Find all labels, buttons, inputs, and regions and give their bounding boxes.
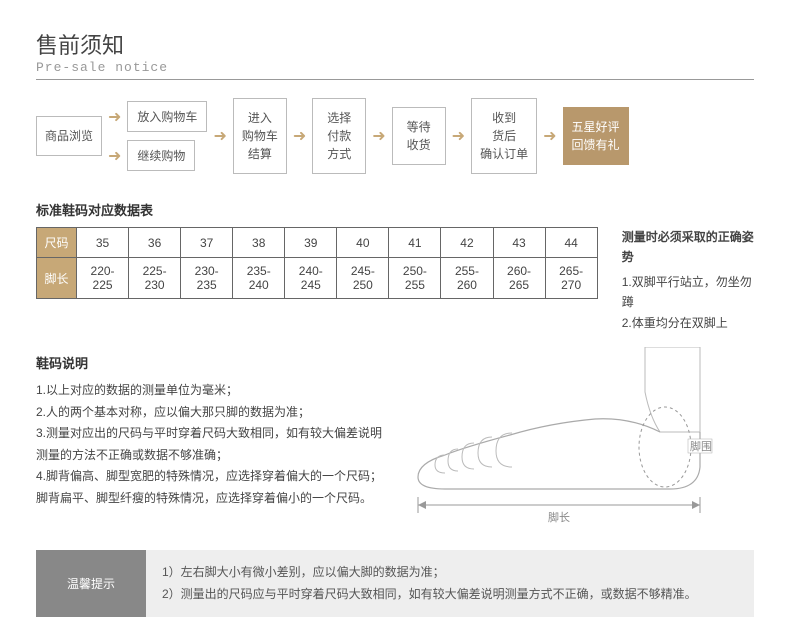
flow-branch-continue: 继续购物 [127, 140, 195, 171]
size-table: 尺码 35 36 37 38 39 40 41 42 43 44 脚长 220-… [36, 227, 598, 299]
flow-step-checkout: 进入 购物车 结算 [233, 98, 287, 174]
arrow-icon: ➜ [543, 126, 556, 146]
header: 售前须知 Pre-sale notice [36, 28, 754, 80]
tip-line: 2）测量出的尺码应与平时穿着尺码大致相同，如有较大偏差说明测量方式不正确，或数据… [162, 584, 738, 606]
arrow-icon: ➜ [372, 126, 385, 146]
tip-line: 1）左右脚大小有微小差别，应以偏大脚的数据为准； [162, 562, 738, 584]
flow-branch: ➜ 放入购物车 ➜ 继续购物 [108, 101, 207, 171]
header-zh: 售前须知 [36, 28, 754, 60]
tip-label: 温馨提示 [36, 550, 146, 617]
flow-branch-cart: 放入购物车 [127, 101, 207, 132]
flow-step-confirm: 收到 货后 确认订单 [471, 98, 537, 174]
ankle-label: 脚围 [690, 439, 712, 453]
size-table-title: 标准鞋码对应数据表 [36, 200, 754, 219]
arrow-icon: ➜ [108, 107, 121, 127]
foot-diagram: 脚围 脚长 [400, 347, 754, 532]
size-notes: 1.以上对应的数据的测量单位为毫米； 2.人的两个基本对称，应以偏大那只脚的数据… [36, 380, 382, 510]
arrow-icon: ➜ [293, 126, 306, 146]
flow-step-wait: 等待 收货 [392, 107, 446, 165]
note-line: 1.以上对应的数据的测量单位为毫米； [36, 380, 382, 402]
note-line: 脚背扁平、脚型纤瘦的特殊情况，应选择穿着偏小的一个尺码。 [36, 488, 382, 510]
note-line: 3.测量对应出的尺码与平时穿着尺码大致相同，如有较大偏差说明 [36, 423, 382, 445]
measure-line: 2.体重均分在双脚上 [622, 313, 754, 333]
arrow-icon: ➜ [108, 146, 121, 166]
measure-posture: 测量时必须采取的正确姿势 1.双脚平行站立，勿坐勿蹲 2.体重均分在双脚上 [622, 227, 754, 333]
size-row-label: 尺码 [37, 228, 77, 258]
flow-step-review: 五星好评 回馈有礼 [563, 107, 629, 165]
note-line: 测量的方法不正确或数据不够准确； [36, 445, 382, 467]
note-line: 4.脚背偏高、脚型宽肥的特殊情况，应选择穿着偏大的一个尺码； [36, 466, 382, 488]
arrow-icon: ➜ [452, 126, 465, 146]
length-label: 脚长 [548, 510, 570, 524]
flow-step-browse: 商品浏览 [36, 116, 102, 156]
size-row-sizes: 尺码 35 36 37 38 39 40 41 42 43 44 [37, 228, 598, 258]
note-line: 2.人的两个基本对称，应以偏大那只脚的数据为准； [36, 402, 382, 424]
purchase-flow: 商品浏览 ➜ 放入购物车 ➜ 继续购物 ➜ 进入 购物车 结算 ➜ 选择 付款 … [36, 98, 754, 174]
tip-content: 1）左右脚大小有微小差别，应以偏大脚的数据为准； 2）测量出的尺码应与平时穿着尺… [146, 550, 754, 617]
flow-step-payment: 选择 付款 方式 [312, 98, 366, 174]
measure-line: 1.双脚平行站立，勿坐勿蹲 [622, 272, 754, 313]
tip-box: 温馨提示 1）左右脚大小有微小差别，应以偏大脚的数据为准； 2）测量出的尺码应与… [36, 550, 754, 617]
measure-title: 测量时必须采取的正确姿势 [622, 227, 754, 268]
arrow-icon: ➜ [213, 126, 226, 146]
size-row-lengths: 脚长 220-225 225-230 230-235 235-240 240-2… [37, 258, 598, 299]
notes-title: 鞋码说明 [36, 353, 382, 372]
header-en: Pre-sale notice [36, 60, 754, 75]
size-row-label: 脚长 [37, 258, 77, 299]
